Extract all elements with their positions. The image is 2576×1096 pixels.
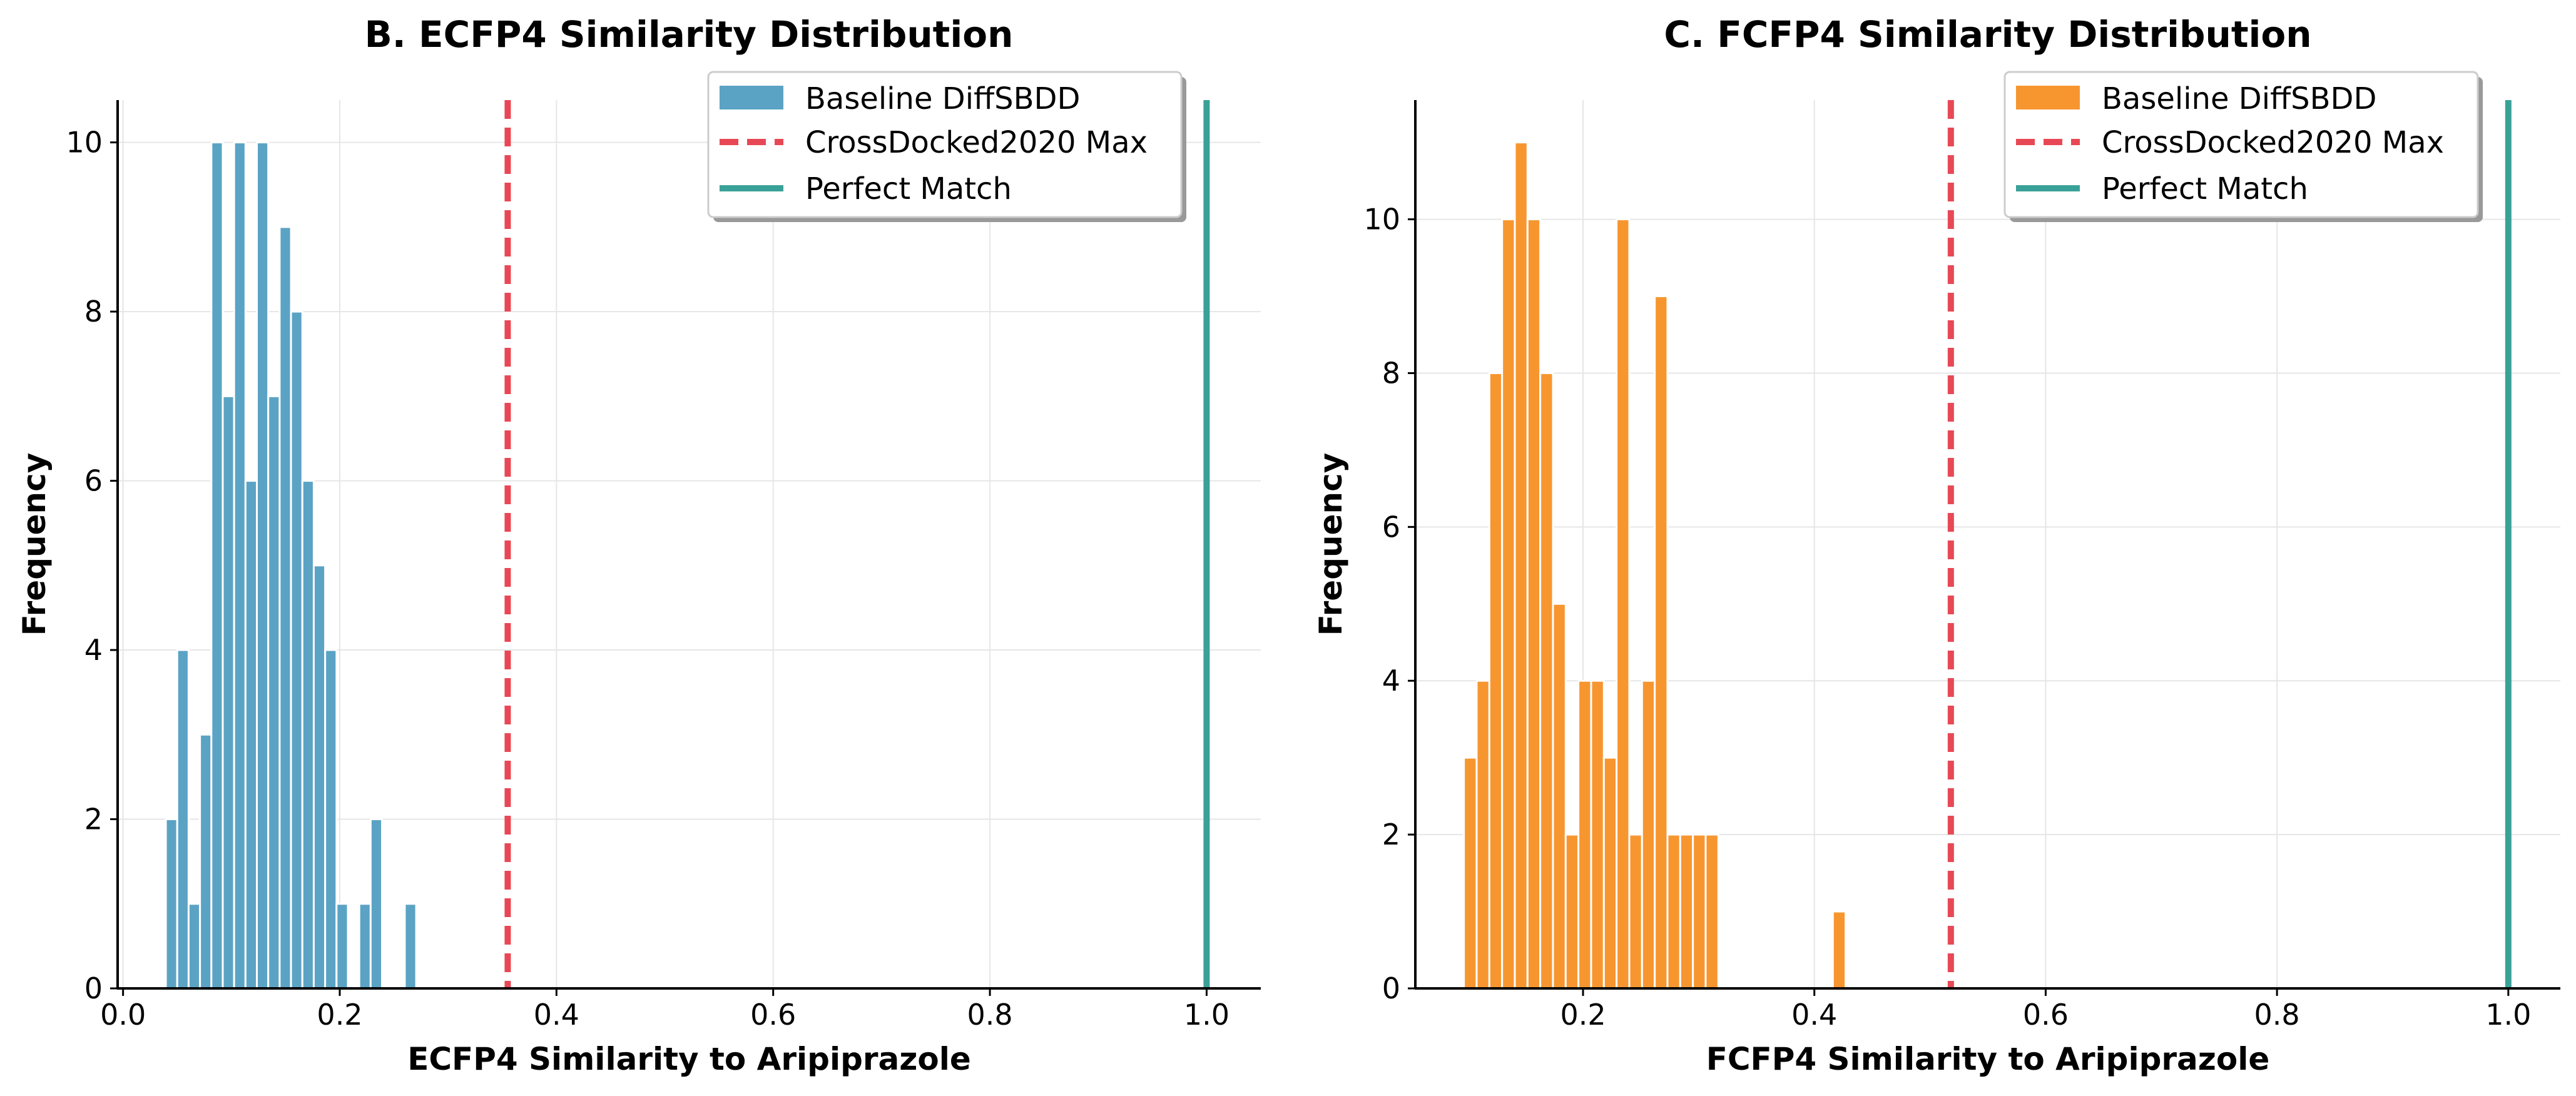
- histogram-bar: [256, 141, 270, 990]
- y-tick-label: 0: [1382, 972, 1400, 1005]
- histogram-bar: [1514, 141, 1529, 990]
- histogram-bar: [165, 818, 178, 990]
- histogram-bar: [244, 480, 258, 990]
- y-tick-label: 10: [1363, 203, 1400, 236]
- y-tick-label: 6: [1382, 510, 1400, 544]
- chart-title: B. ECFP4 Similarity Distribution: [365, 13, 1014, 56]
- legend: Baseline DiffSBDD CrossDocked2020 Max Perf…: [707, 71, 1186, 222]
- chart-panel-0: 0.0 0.2 0.4 0.6 0.8 1.0 0 2 4 6 8 10 B. ECFP4 Simila…: [16, 13, 1261, 1077]
- histogram-bars: [1463, 141, 1847, 990]
- histogram-bar: [1552, 602, 1567, 990]
- histogram-bar: [1654, 295, 1669, 990]
- legend: Baseline DiffSBDD CrossDocked2020 Max Perf…: [2003, 71, 2483, 222]
- x-axis-label: FCFP4 Similarity to Aripiprazole: [1706, 1041, 2270, 1077]
- histogram-bar: [1628, 833, 1643, 990]
- histogram-bar: [358, 903, 372, 990]
- legend-box: [707, 71, 1183, 218]
- histogram-bar: [233, 141, 247, 990]
- histogram-bar: [1577, 679, 1592, 990]
- histogram-bar: [1641, 679, 1656, 990]
- legend-label: Perfect Match: [805, 171, 1012, 206]
- histogram-bar: [1475, 679, 1490, 990]
- histogram-bar: [1679, 833, 1694, 990]
- legend-label: Perfect Match: [2102, 171, 2308, 206]
- y-axis-label: Frequency: [1313, 453, 1349, 636]
- histogram-bar: [324, 649, 338, 990]
- histogram-bar: [1501, 218, 1516, 990]
- histogram-bar: [335, 903, 349, 990]
- legend-swatch: [2016, 86, 2080, 109]
- histogram-bars: [165, 141, 417, 990]
- y-tick-label: 6: [84, 464, 103, 498]
- histogram-bar: [1704, 833, 1719, 990]
- histogram-bar: [176, 649, 190, 990]
- histogram-bar: [221, 395, 235, 990]
- x-tick-label: 0.6: [2023, 998, 2069, 1032]
- chart-title: C. FCFP4 Similarity Distribution: [1664, 13, 2311, 56]
- histogram-bar: [1463, 756, 1478, 990]
- x-tick-label: 0.2: [317, 998, 362, 1032]
- x-axis-label: ECFP4 Similarity to Aripiprazole: [407, 1041, 971, 1077]
- histogram-bar: [1616, 218, 1631, 990]
- histogram-bar: [1488, 372, 1504, 990]
- histogram-bar: [1831, 910, 1847, 990]
- histogram-bar: [187, 903, 201, 990]
- histogram-bar: [312, 564, 327, 990]
- x-tick-label: 0.0: [100, 998, 146, 1032]
- histogram-bar: [278, 226, 292, 990]
- histogram-bar: [1590, 679, 1605, 990]
- y-tick-label: 8: [1382, 356, 1400, 390]
- histogram-bar: [210, 141, 224, 990]
- y-axis-label: Frequency: [16, 453, 53, 636]
- histogram-bar: [1602, 756, 1618, 990]
- legend-swatch: [720, 86, 783, 109]
- legend-label: CrossDocked2020 Max: [805, 125, 1148, 160]
- legend-label: CrossDocked2020 Max: [2102, 125, 2444, 160]
- x-tick-label: 0.6: [750, 998, 796, 1032]
- y-tick-label: 10: [66, 126, 103, 160]
- x-tick-label: 0.2: [1560, 998, 1606, 1032]
- histogram-bar: [301, 480, 315, 990]
- y-tick-label: 8: [84, 295, 103, 328]
- legend-label: Baseline DiffSBDD: [805, 81, 1080, 116]
- legend-label: Baseline DiffSBDD: [2102, 81, 2376, 116]
- y-tick-label: 2: [84, 803, 103, 836]
- x-tick-label: 0.4: [534, 998, 579, 1032]
- histogram-bar: [1666, 833, 1681, 990]
- histogram-bar: [1526, 218, 1542, 990]
- x-tick-label: 0.8: [967, 998, 1012, 1032]
- x-tick-label: 1.0: [2485, 998, 2531, 1032]
- histogram-bar: [199, 733, 213, 990]
- histogram-bar: [369, 818, 384, 990]
- legend-box: [2003, 71, 2479, 218]
- x-tick-label: 0.8: [2254, 998, 2300, 1032]
- y-tick-label: 4: [1382, 664, 1400, 698]
- chart-panel-1: 0.2 0.4 0.6 0.8 1.0 0 2 4 6 8 10 C. FCFP4 Similarit…: [1313, 13, 2560, 1077]
- x-tick-label: 1.0: [1184, 998, 1229, 1032]
- histogram-bar: [290, 310, 303, 990]
- histogram-bar: [404, 903, 417, 990]
- y-tick-label: 2: [1382, 818, 1400, 851]
- histogram-bar: [1564, 833, 1580, 990]
- histogram-bar: [1692, 833, 1707, 990]
- histogram-bar: [267, 395, 281, 990]
- y-tick-label: 0: [84, 972, 103, 1005]
- x-tick-label: 0.4: [1791, 998, 1837, 1032]
- y-tick-label: 4: [84, 633, 103, 667]
- histogram-bar: [1539, 372, 1554, 990]
